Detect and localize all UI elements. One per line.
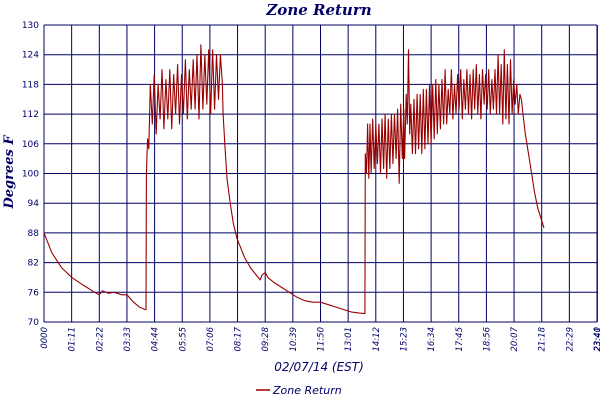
series-layer bbox=[43, 44, 545, 315]
y-tick-label: 88 bbox=[28, 229, 40, 239]
x-tick-label: 01:11 bbox=[68, 327, 78, 352]
x-tick-label: 04:44 bbox=[151, 327, 161, 352]
x-tick-label: 11:50 bbox=[317, 327, 327, 352]
x-tick-label: 02:22 bbox=[95, 327, 105, 352]
x-tick-label: 05:55 bbox=[178, 327, 188, 352]
x-tick-label: 15:23 bbox=[399, 327, 409, 352]
y-tick-label: 94 bbox=[28, 199, 40, 209]
y-tick-label: 100 bbox=[22, 170, 39, 180]
x-tick-label: 09:28 bbox=[261, 326, 271, 351]
y-tick-labels: 130 124 118 112 106 100 94 88 82 76 70 bbox=[22, 21, 39, 328]
x-tick-label: 07:06 bbox=[206, 326, 216, 351]
y-tick-label: 130 bbox=[22, 21, 39, 31]
x-tick-labels: 0000 01:11 02:22 03:33 04:44 05:55 07:06 08:17 0… bbox=[40, 326, 600, 351]
y-tick-label: 82 bbox=[28, 259, 39, 269]
x-tick-label: 17:45 bbox=[455, 327, 465, 352]
x-tick-label: 22:29 bbox=[565, 327, 575, 352]
y-tick-label: 118 bbox=[22, 80, 39, 90]
x-tick-label: 10:39 bbox=[289, 327, 299, 352]
x-tick-label: 23:40 bbox=[593, 327, 600, 352]
y-axis-label: Degrees F bbox=[2, 135, 17, 210]
x-axis-label: 02/07/14 (EST) bbox=[274, 360, 364, 374]
series-line-zone-return bbox=[43, 44, 545, 315]
x-tick-label: 14:12 bbox=[372, 327, 382, 352]
y-tick-label: 70 bbox=[28, 318, 40, 328]
x-tick-label: 08:17 bbox=[234, 326, 244, 351]
legend-label-zone-return: Zone Return bbox=[272, 384, 342, 397]
y-tick-label: 112 bbox=[22, 110, 39, 120]
legend: Zone Return bbox=[256, 384, 342, 397]
x-tick-label: 18:56 bbox=[482, 326, 492, 351]
y-tick-label: 124 bbox=[22, 51, 39, 61]
x-tick-label: 23:41 bbox=[593, 327, 600, 352]
x-tick-label: 20:07 bbox=[510, 326, 520, 351]
chart-grid bbox=[43, 24, 598, 323]
x-tick-label: 03:33 bbox=[123, 327, 133, 352]
x-tick-label: 13:01 bbox=[344, 327, 354, 352]
x-tick-label: 21:18 bbox=[538, 326, 548, 351]
x-tick-label: 0000 bbox=[40, 327, 50, 349]
y-tick-label: 76 bbox=[28, 288, 40, 298]
chart-title: Zone Return bbox=[265, 1, 371, 19]
y-tick-label: 106 bbox=[22, 140, 39, 150]
x-tick-label: 16:34 bbox=[427, 327, 437, 352]
